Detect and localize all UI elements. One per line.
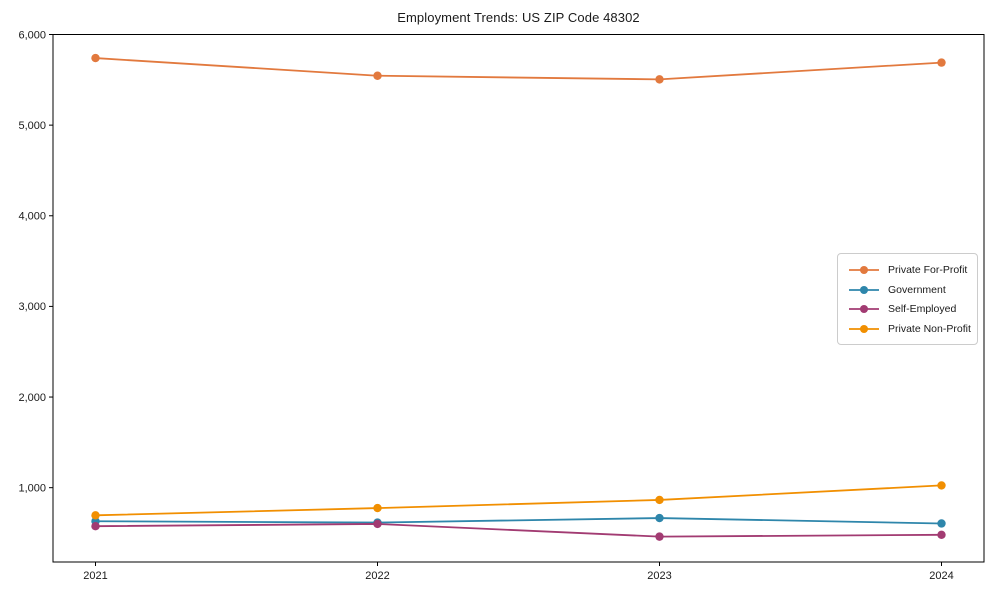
legend-item: Self-Employed [844, 300, 971, 318]
chart-title: Employment Trends: US ZIP Code 48302 [397, 10, 640, 25]
legend-item: Private Non-Profit [844, 320, 971, 338]
data-point-self-employed [655, 532, 664, 541]
data-point-private-for-profit [937, 58, 946, 67]
data-point-private-for-profit [91, 53, 100, 63]
y-axis-tick-label: 6,000 [18, 29, 46, 41]
data-point-private-non-profit [937, 481, 946, 490]
series-line-private-for-profit [95, 57, 942, 81]
axes-frame [52, 34, 985, 563]
legend: Private For-Profit Government Self-Employe… [837, 253, 978, 345]
data-point-private-non-profit [91, 511, 100, 520]
y-axis-tick-label: 2,000 [18, 392, 46, 404]
legend-item: Private For-Profit [844, 261, 971, 279]
legend-marker-icon [849, 324, 879, 333]
y-axis-tick-label: 5,000 [18, 120, 46, 132]
legend-item-label: Private Non-Profit [888, 322, 971, 335]
x-axis-tick-label: 2022 [365, 570, 389, 582]
legend-item-label: Private For-Profit [888, 264, 968, 276]
data-point-self-employed [937, 530, 946, 540]
x-axis-tick-label: 2023 [647, 570, 671, 582]
data-point-self-employed [373, 519, 382, 529]
legend-marker-icon [849, 285, 879, 294]
data-point-private-non-profit [373, 503, 382, 513]
x-axis-tick-label: 2024 [929, 570, 953, 582]
data-point-self-employed [91, 521, 100, 531]
y-axis-tick-label: 4,000 [18, 211, 46, 223]
data-point-private-non-profit [655, 495, 664, 505]
series-line-government [95, 517, 942, 525]
legend-item: Government [844, 281, 971, 299]
y-axis-tick-label: 1,000 [18, 482, 46, 494]
legend-marker-icon [849, 305, 879, 314]
series-line-private-non-profit [95, 484, 942, 517]
x-axis-tick-label: 2021 [83, 570, 107, 582]
legend-marker-icon [849, 266, 879, 274]
data-point-government [655, 513, 664, 523]
data-point-private-for-profit [655, 75, 664, 84]
y-axis-tick-label: 3,000 [18, 301, 46, 313]
series-line-self-employed [95, 523, 942, 538]
legend-item-label: Government [888, 283, 946, 296]
data-point-government [937, 519, 946, 528]
legend-item-label: Self-Employed [888, 303, 957, 316]
data-point-private-for-profit [373, 71, 382, 80]
